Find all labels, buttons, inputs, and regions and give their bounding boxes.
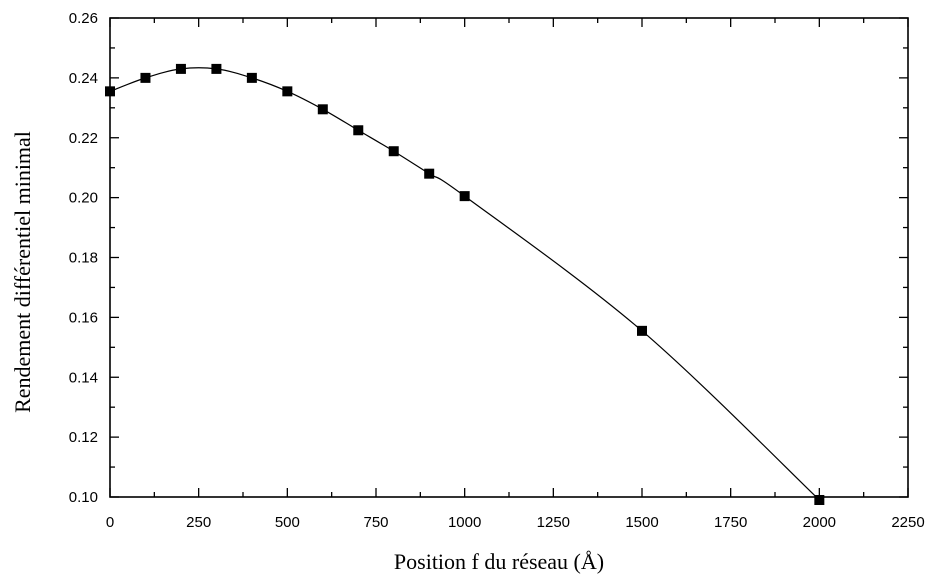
data-point [140, 72, 151, 83]
y-tick-label: 0.22 [69, 130, 98, 147]
y-tick-label: 0.24 [69, 70, 98, 87]
x-tick-label: 1500 [625, 514, 658, 531]
x-axis-label: Position f du réseau (Å) [394, 549, 604, 574]
y-tick-labels: 0.10 0.12 0.14 0.16 0.18 0.20 0.22 0.24 0.26 [69, 10, 98, 506]
tick-marks [109, 17, 909, 498]
series-line [109, 67, 820, 501]
data-point [317, 104, 328, 115]
x-tick-label: 1000 [448, 514, 481, 531]
plot-frame [109, 17, 909, 498]
data-point [637, 325, 647, 336]
x-tick-label: 500 [275, 514, 300, 531]
data-point [211, 63, 222, 74]
data-point [814, 494, 825, 505]
y-tick-label: 0.14 [69, 369, 98, 386]
x-tick-label: 250 [186, 514, 211, 531]
data-point [388, 146, 399, 157]
y-tick-label: 0.20 [69, 190, 98, 207]
y-tick-label: 0.12 [69, 429, 98, 446]
data-point [424, 168, 435, 179]
data-point [459, 191, 470, 202]
x-tick-label: 750 [363, 514, 388, 531]
x-tick-label: 2000 [803, 514, 836, 531]
data-point [175, 63, 186, 74]
y-tick-label: 0.10 [69, 489, 98, 506]
y-tick-label: 0.18 [69, 250, 98, 267]
x-tick-label: 2250 [891, 514, 924, 531]
data-point [282, 86, 293, 97]
y-tick-label: 0.16 [69, 309, 98, 326]
data-markers [105, 63, 825, 505]
x-tick-label: 0 [106, 514, 114, 531]
x-tick-label: 1250 [537, 514, 570, 531]
y-axis-label: Rendement différentiel minimal [10, 131, 35, 413]
data-point [246, 72, 257, 83]
x-tick-labels: 0 250 500 750 1000 1250 1500 1750 2000 2250 [106, 514, 925, 531]
y-tick-label: 0.26 [69, 10, 98, 27]
x-tick-label: 1750 [714, 514, 747, 531]
data-point [105, 86, 115, 97]
data-point [353, 125, 364, 136]
